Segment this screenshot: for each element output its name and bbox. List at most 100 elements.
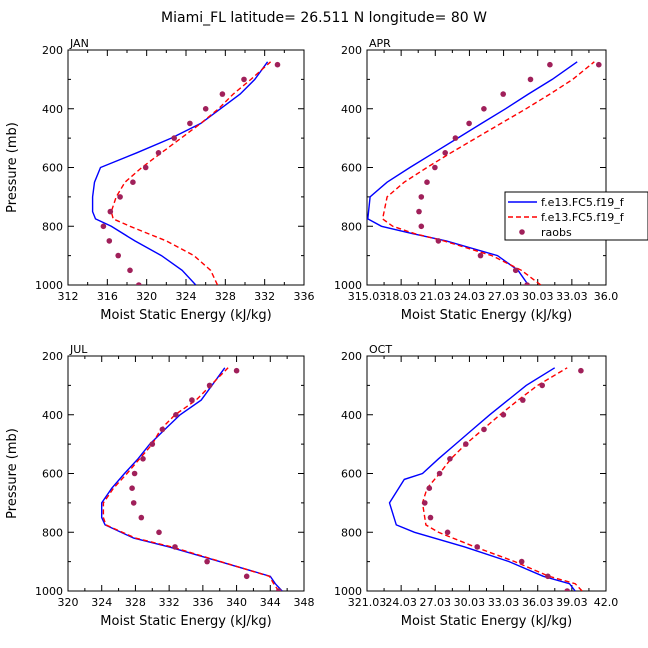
y-tick-label: 800: [42, 220, 63, 233]
x-tick-label: 336: [294, 290, 315, 303]
y-tick-label: 600: [42, 468, 63, 481]
raob-point-jan: [155, 150, 162, 156]
plot-frame-apr: [366, 49, 607, 286]
x-tick-label: 320: [136, 290, 157, 303]
y-tick-label: 800: [42, 526, 63, 539]
raob-point-jul: [173, 412, 179, 418]
raob-point-oct: [422, 500, 428, 506]
panel-jan: JAN 312 316 320 324 328 332 336 200 400 600 800 1000…: [5, 37, 315, 323]
raob-point-apr: [442, 150, 449, 156]
raob-point-apr: [435, 238, 442, 244]
data-layer-oct: [388, 367, 584, 591]
series-dashed-line-oct: [421, 367, 583, 591]
y-tick-label: 800: [341, 526, 362, 539]
x-axis-label-apr: Moist Static Energy (kJ/kg): [401, 308, 572, 323]
x-tick-label: 24.03: [385, 596, 417, 609]
series-solid-line-oct: [388, 367, 576, 591]
y-tick-label: 200: [42, 350, 63, 363]
raob-point-jul: [129, 485, 135, 492]
x-tick-label: 340: [226, 596, 247, 609]
x-tick-label: 36.03: [522, 596, 554, 609]
raob-point-apr: [466, 120, 472, 127]
x-tick-label: 316: [97, 290, 118, 303]
plot-frame-oct: [366, 355, 607, 592]
raob-point-jul: [131, 470, 138, 477]
y-tick-label: 1000: [35, 279, 63, 292]
raob-point-oct: [426, 485, 433, 492]
series-dashed-line-jul: [102, 367, 280, 591]
raob-point-jan: [274, 61, 281, 68]
y-tick-label: 1000: [35, 585, 63, 598]
legend-label: raobs: [541, 226, 572, 239]
raob-point-oct: [518, 558, 525, 565]
data-layer-apr: [367, 61, 602, 285]
raob-point-jan: [136, 282, 142, 285]
y-tick-label: 200: [341, 350, 362, 363]
y-tick-label: 200: [341, 44, 362, 57]
raob-point-jul: [172, 544, 178, 550]
panels: JAN 312 316 320 324 328 332 336 200 400 600 800 1000…: [5, 37, 618, 629]
x-tick-label: 348: [294, 596, 315, 609]
y-tick-label: 400: [341, 409, 362, 422]
raob-point-apr: [596, 61, 602, 68]
raob-point-oct: [539, 382, 545, 389]
raob-point-apr: [500, 91, 507, 97]
raob-point-jan: [142, 164, 149, 171]
y-tick-label: 400: [42, 103, 63, 116]
y-tick-label: 400: [341, 103, 362, 116]
x-tick-label: 336: [192, 596, 213, 609]
raob-point-oct: [578, 367, 584, 374]
raob-point-oct: [447, 456, 453, 462]
raob-point-oct: [545, 573, 551, 580]
x-tick-label: 332: [254, 290, 275, 303]
raob-point-jan: [115, 252, 121, 259]
panel-label-jul: JUL: [69, 343, 88, 356]
x-tick-label: 18.03: [385, 290, 417, 303]
panel-label-jan: JAN: [69, 37, 89, 50]
series-solid-line-apr: [367, 61, 578, 285]
raob-point-jul: [156, 529, 162, 536]
panel-label-apr: APR: [369, 37, 391, 50]
x-axis-label-oct: Moist Static Energy (kJ/kg): [401, 614, 572, 629]
raob-point-apr: [418, 194, 425, 200]
raob-point-apr: [452, 135, 459, 141]
raob-point-oct: [500, 412, 507, 418]
raob-point-jan: [127, 267, 133, 274]
raob-point-jan: [130, 179, 136, 185]
x-tick-label: 321.03: [348, 596, 387, 609]
panel-label-oct: OCT: [369, 343, 392, 356]
raob-point-jul: [243, 573, 250, 580]
raob-point-jul: [130, 500, 137, 506]
raob-point-jul: [206, 382, 213, 389]
raob-point-jan: [100, 223, 107, 230]
x-tick-label: 315.03: [348, 290, 387, 303]
raob-point-oct: [564, 588, 570, 591]
raob-point-apr: [527, 76, 534, 83]
raob-point-apr: [524, 282, 530, 285]
x-tick-label: 27.03: [488, 290, 520, 303]
raob-point-apr: [424, 179, 430, 185]
y-tick-label: 1000: [334, 585, 362, 598]
x-tick-label: 33.03: [488, 596, 520, 609]
raob-point-jan: [107, 208, 114, 215]
x-tick-label: 42.0: [594, 596, 619, 609]
data-layer-jan: [91, 61, 281, 285]
y-axis-label-jan: Pressure (mb): [5, 122, 20, 213]
x-tick-label: 21.03: [420, 290, 452, 303]
raob-point-apr: [477, 252, 484, 259]
raob-point-jan: [202, 106, 209, 112]
y-tick-label: 800: [341, 220, 362, 233]
y-tick-label: 400: [42, 409, 63, 422]
plot-frame-jul: [67, 355, 305, 592]
raob-point-jul: [140, 456, 146, 462]
raob-point-jan: [219, 91, 226, 97]
y-tick-label: 200: [42, 44, 63, 57]
raob-point-jul: [159, 426, 166, 433]
raob-point-apr: [481, 106, 487, 112]
figure-title: Miami_FL latitude= 26.511 N longitude= 8…: [161, 10, 487, 26]
x-tick-label: 328: [215, 290, 236, 303]
panel-apr: APR 315.03 18.03 21.03 24.03 27.03 30.03 33.03 3…: [334, 37, 618, 323]
raob-point-jul: [275, 588, 282, 591]
x-axis-label-jan: Moist Static Energy (kJ/kg): [100, 308, 271, 323]
